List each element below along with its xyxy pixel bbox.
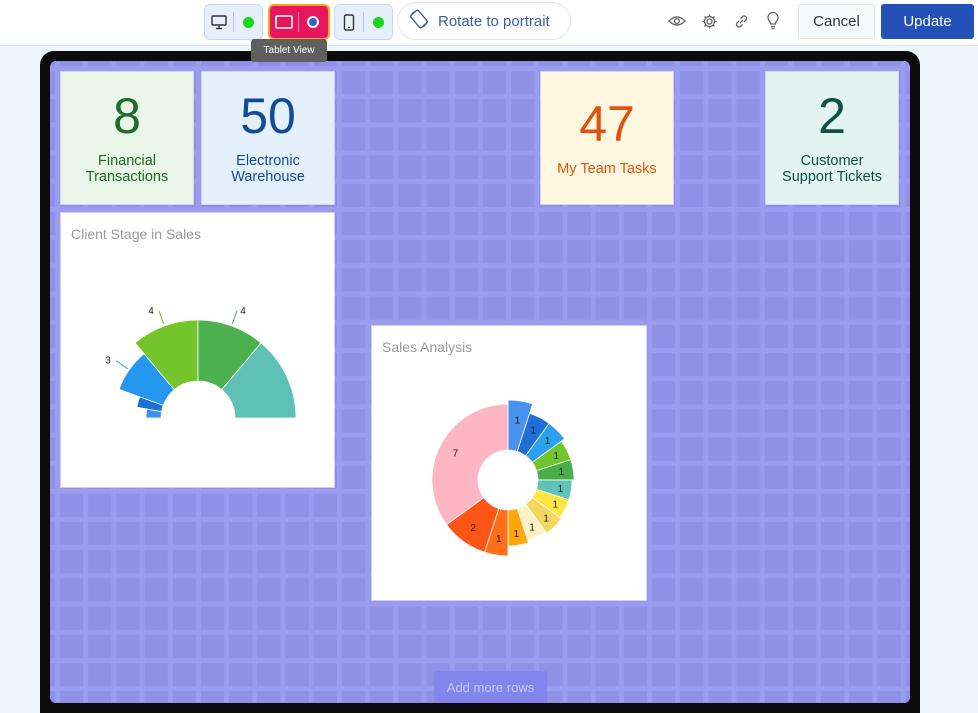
pie-data-label: 1 — [529, 523, 535, 534]
pie-data-label: 1 — [559, 467, 565, 478]
pie-slice[interactable] — [431, 403, 509, 526]
pie-data-label: 2 — [471, 523, 477, 534]
pie-data-label: 3 — [105, 356, 111, 367]
pie-leader-line — [115, 360, 128, 370]
phone-icon — [335, 5, 363, 39]
kpi-label-line2: Support Tickets — [782, 169, 882, 185]
pie-data-label: 4 — [148, 306, 154, 317]
pie-data-label: 1 — [531, 426, 537, 437]
tablet-frame: 8 Financial Transactions 50 Electronic W… — [40, 51, 920, 713]
kpi-label-line1: My Team Tasks — [557, 161, 657, 177]
pie-leader-line — [231, 310, 238, 325]
pie-data-label: 4 — [240, 306, 246, 317]
chart-title: Client Stage in Sales — [71, 226, 201, 242]
kpi-label-line2: Warehouse — [231, 169, 305, 185]
kpi-label-line2: Transactions — [85, 169, 169, 185]
gear-icon[interactable] — [700, 12, 718, 30]
tablet-view-button[interactable] — [268, 4, 330, 40]
top-toolbar: Rotate to portrait Cancel Update — [0, 0, 978, 46]
kpi-card-financial-transactions[interactable]: 8 Financial Transactions — [60, 71, 194, 205]
dashboard-canvas: 8 Financial Transactions 50 Electronic W… — [50, 61, 910, 703]
kpi-label-line1: Customer — [800, 153, 864, 169]
client-stage-chart: 3 4 4 — [105, 306, 297, 419]
cancel-button[interactable]: Cancel — [798, 4, 875, 39]
pie-data-label: 1 — [558, 484, 564, 495]
update-button[interactable]: Update — [881, 4, 974, 39]
status-dot — [364, 5, 392, 39]
kpi-label-line1: Electronic — [236, 153, 300, 169]
monitor-icon — [205, 5, 233, 39]
kpi-label-line1: Financial — [97, 153, 157, 169]
kpi-value: 50 — [240, 88, 296, 144]
tablet-landscape-icon — [270, 6, 298, 38]
rotate-icon — [408, 8, 430, 34]
pie-data-label: 7 — [453, 449, 459, 460]
pie-data-label: 1 — [543, 514, 549, 525]
pie-leader-line — [158, 310, 165, 325]
pie-data-label: 1 — [515, 415, 521, 426]
kpi-value: 47 — [579, 96, 635, 152]
pie-data-label: 1 — [552, 500, 558, 511]
status-dot — [234, 5, 262, 39]
kpi-card-customer-support-tickets[interactable]: 2 Customer Support Tickets — [765, 71, 899, 205]
client-stage-chart-card[interactable]: Client Stage in Sales 3 4 4 — [60, 212, 335, 488]
kpi-card-my-team-tasks[interactable]: 47 My Team Tasks — [540, 71, 674, 205]
status-dot — [299, 6, 327, 38]
kpi-value: 8 — [113, 88, 141, 144]
lightbulb-icon[interactable] — [764, 12, 782, 30]
rotate-to-portrait-button[interactable]: Rotate to portrait — [397, 2, 571, 40]
mobile-view-button[interactable] — [334, 4, 393, 40]
pie-data-label: 1 — [553, 451, 559, 462]
kpi-card-electronic-warehouse[interactable]: 50 Electronic Warehouse — [201, 71, 335, 205]
pie-data-label: 1 — [514, 529, 520, 540]
rotate-label: Rotate to portrait — [438, 12, 550, 30]
pie-slice[interactable] — [221, 342, 297, 419]
add-more-rows-button[interactable]: Add more rows — [434, 671, 547, 703]
pie-data-label: 1 — [545, 436, 551, 447]
eye-icon[interactable] — [668, 12, 686, 30]
tablet-view-tooltip: Tablet View — [251, 39, 327, 62]
kpi-value: 2 — [818, 88, 846, 144]
chart-title: Sales Analysis — [382, 339, 473, 355]
pie-data-label: 1 — [496, 534, 502, 545]
desktop-view-button[interactable] — [204, 4, 263, 40]
link-icon[interactable] — [732, 12, 750, 30]
